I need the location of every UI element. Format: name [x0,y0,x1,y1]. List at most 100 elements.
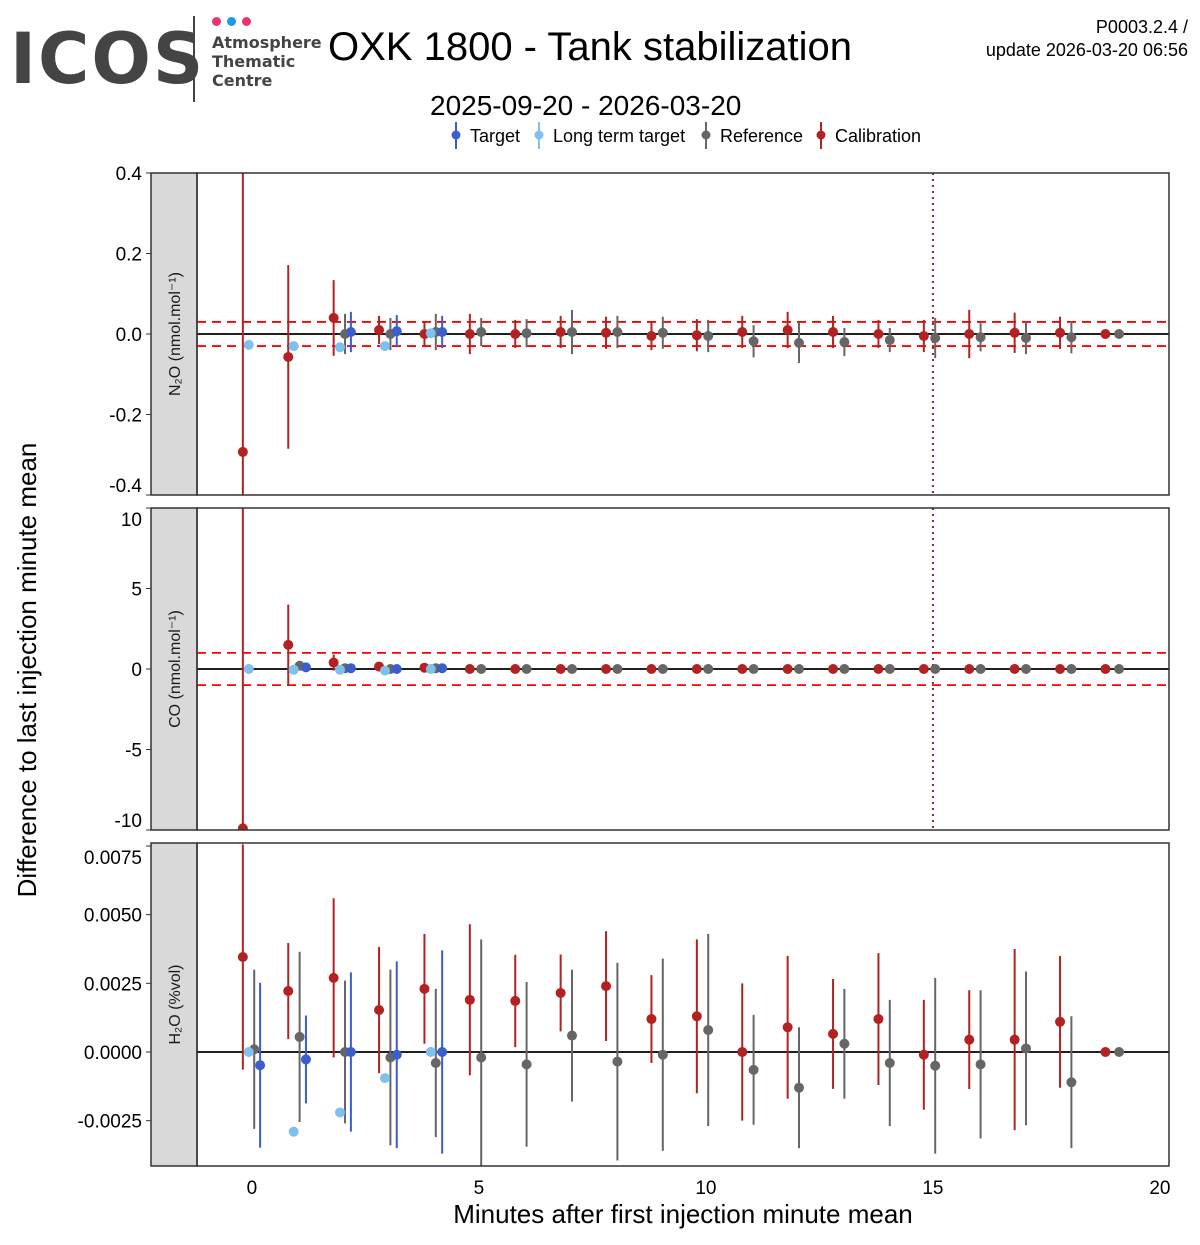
calibration-point [328,657,339,668]
reference-point [657,1049,668,1060]
target-point [437,1047,448,1058]
reference-point [657,327,668,338]
reference-point [521,1059,532,1070]
y-tick-label: 0 [131,660,142,681]
reference-point [476,664,487,674]
calibration-point [510,329,521,339]
reference-point [612,1056,623,1067]
reference-point [975,332,986,343]
calibration-point [691,1011,702,1022]
y-tick-label: -0.2 [109,406,142,427]
calibration-point [419,983,430,994]
reference-point [748,1064,759,1075]
target-point [345,663,356,674]
y-tick-label: -0.4 [109,476,142,497]
calibration-point [828,664,839,674]
ltt-point [425,1047,436,1058]
calibration-point [1009,1034,1020,1045]
panel-content [197,173,1169,495]
calibration-point [828,326,839,337]
calibration-point [737,664,748,674]
reference-point [1066,664,1077,674]
calibration-point [964,1034,975,1045]
calibration-point [374,324,385,335]
legend-dot-glyph [534,130,544,140]
calibration-point [510,995,521,1006]
panel-border [196,842,1170,1167]
reference-point [839,664,850,674]
y-tick-label: -10 [115,811,142,832]
calibration-point [873,1014,884,1025]
reference-point [703,1025,714,1036]
ltt-point [243,1047,254,1058]
x-axis-label: Minutes after first injection minute mea… [453,1199,913,1229]
ltt-point [379,1073,390,1084]
reference-point [975,1059,986,1070]
logo-subtitle: Atmosphere Thematic Centre [212,33,322,90]
logo-dot-3 [242,17,251,26]
ltt-point [288,1126,299,1137]
target-point [391,664,402,674]
calibration-point [782,324,793,335]
legend-dot-glyph [451,130,461,140]
facet-strip [150,842,198,1167]
calibration-point [601,327,612,338]
calibration-point [646,331,657,342]
calibration-point [374,1004,385,1015]
reference-point [566,326,577,337]
target-point [300,662,311,673]
reference-point [930,333,941,344]
reference-point [703,664,714,674]
y-tick-label: 10 [121,510,142,531]
calibration-point [555,664,566,674]
reference-point [884,335,895,346]
target-point [437,326,448,337]
calibration-point [873,664,884,674]
calibration-point [737,1047,748,1058]
panel-content [197,844,1169,1166]
calibration-point [237,446,248,457]
calibration-point [601,981,612,992]
reference-point [1066,1077,1077,1088]
reference-point [1114,1047,1125,1058]
y-tick-label: 0.0025 [84,974,142,995]
ltt-point [335,664,346,675]
calibration-point [328,312,339,323]
calibration-point [1055,327,1066,338]
calibration-point [1055,1016,1066,1027]
reference-point [793,337,804,348]
x-tick-label: 15 [922,1178,943,1199]
calibration-point [555,987,566,998]
ltt-point [243,664,254,674]
calibration-point [1100,329,1111,339]
y-tick-label: 0.0 [116,325,142,346]
y-axis-label: Difference to last injection minute mean [12,443,42,898]
reference-point [748,336,759,347]
target-point [300,1054,311,1065]
reference-point [975,664,986,674]
panel-border [196,507,1170,831]
calibration-point [1009,664,1020,674]
calibration-point [237,951,248,962]
target-point [391,1049,402,1060]
y-tick-label: 0.2 [116,245,142,266]
icos-logo: ICOS [10,18,206,100]
calibration-point [1100,1047,1111,1058]
calibration-point [782,1022,793,1033]
facet-strip-label: N₂O (nmol.mol⁻¹) [167,272,184,396]
logo-dot-2 [227,17,236,26]
calibration-point [601,664,612,674]
panel-border [196,172,1170,496]
calibration-point [510,664,521,674]
legend-item-ltt: Long term target [534,122,685,149]
y-tick-label: -5 [125,741,142,762]
ltt-point [243,339,254,350]
facet-strip-label: CO (nmol.mol⁻¹) [167,610,184,728]
update-label: update 2026-03-20 06:56 [985,40,1188,60]
reference-point [521,664,532,674]
y-tick-label: 0.4 [116,164,143,185]
target-point [255,1060,266,1071]
calibration-point [873,329,884,339]
reference-point [1114,664,1125,674]
